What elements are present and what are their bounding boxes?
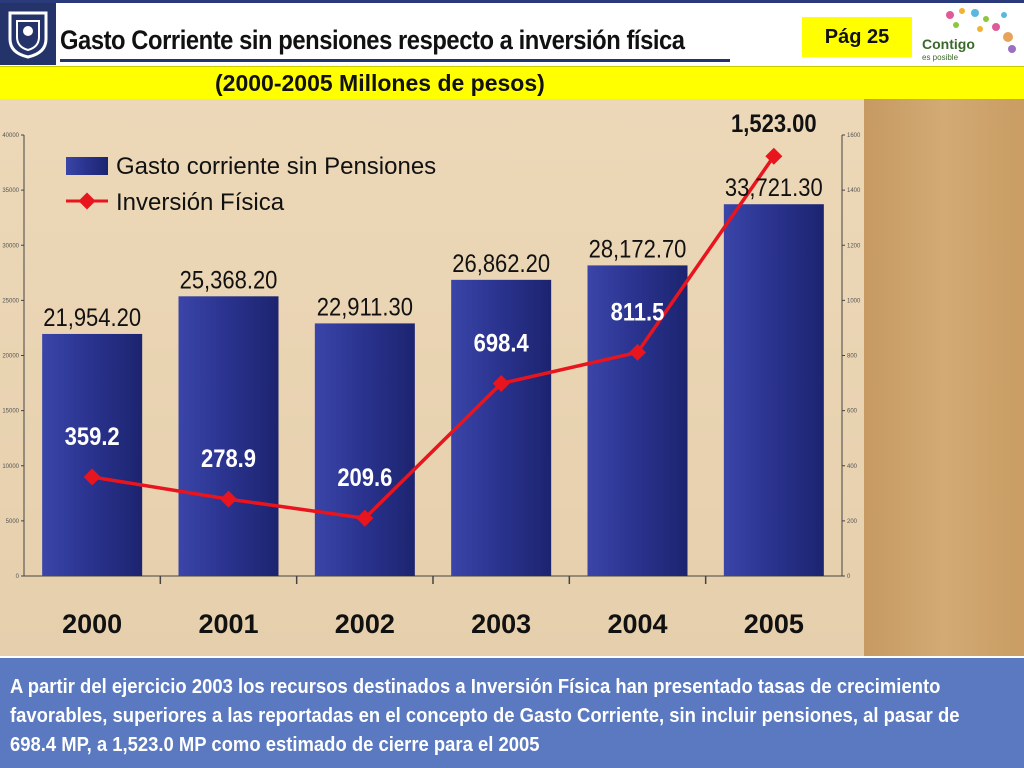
x-category-label: 2005 xyxy=(744,609,804,639)
left-tick-label: 20000 xyxy=(2,354,19,360)
bar-gasto-corriente xyxy=(42,333,143,576)
left-tick-label: 5000 xyxy=(6,519,20,525)
labels-layer: 21,954.20 25,368.20 22,911.30 26,862.20 28,1… xyxy=(43,110,822,492)
line-layer xyxy=(83,147,783,527)
legend-label-inversion: Inversión Física xyxy=(116,189,285,216)
x-category-label: 2000 xyxy=(62,609,122,639)
right-tick-label: 400 xyxy=(847,464,858,470)
bar-value-label: 26,862.20 xyxy=(452,250,550,278)
subtitle-bar: (2000-2005 Millones de pesos) xyxy=(0,66,1024,99)
line-value-label: 1,523.00 xyxy=(731,110,817,138)
bar-gasto-corriente xyxy=(723,204,824,576)
bar-value-label: 25,368.20 xyxy=(180,266,278,294)
left-tick-label: 35000 xyxy=(2,188,19,194)
x-category-label: 2003 xyxy=(471,609,531,639)
bar-value-label: 22,911.30 xyxy=(317,293,413,321)
left-tick-label: 15000 xyxy=(2,409,19,415)
chart-area: 0 5000 10000 15000 20000 25000 30000 35000 40000… xyxy=(0,99,1024,656)
legend-line-marker xyxy=(78,192,96,210)
left-tick-label: 0 xyxy=(16,574,20,580)
line-point-marker xyxy=(220,490,237,508)
bar-gasto-corriente xyxy=(178,296,279,576)
x-category-label: 2001 xyxy=(198,609,258,639)
line-point-marker xyxy=(492,375,510,392)
decorative-side-strip xyxy=(864,99,1024,656)
shield-logo-icon xyxy=(8,11,48,59)
x-category-label: 2004 xyxy=(607,609,667,639)
axes-layer: 0500010000150002000025000300003500040000… xyxy=(2,133,861,639)
line-point-marker xyxy=(765,147,783,165)
header-bar: Gasto Corriente sin pensiones respecto a… xyxy=(0,0,1024,66)
institution-logo xyxy=(0,3,56,65)
bar-gasto-corriente xyxy=(587,265,688,576)
contigo-logo-graphic: Contigo es posible xyxy=(922,8,1016,62)
page-number-label: Pág 25 xyxy=(824,25,890,48)
line-point-marker xyxy=(83,468,101,486)
bar-value-label: 21,954.20 xyxy=(43,304,141,332)
legend-label-gasto: Gasto corriente sin Pensiones xyxy=(116,153,436,180)
chart-subtitle: (2000-2005 Millones de pesos) xyxy=(215,70,545,96)
right-tick-label: 200 xyxy=(847,519,858,525)
bars-layer xyxy=(42,204,824,576)
bar-gasto-corriente xyxy=(314,323,415,576)
line-value-label: 278.9 xyxy=(201,445,256,473)
chart-panel xyxy=(0,99,864,656)
right-tick-label: 0 xyxy=(847,574,851,580)
line-value-label: 359.2 xyxy=(65,423,120,451)
line-value-label: 209.6 xyxy=(337,464,392,492)
line-value-label: 811.5 xyxy=(611,298,665,326)
left-tick-label: 30000 xyxy=(2,243,19,249)
line-inversion-fisica xyxy=(91,155,776,521)
right-tick-label: 1600 xyxy=(847,133,861,139)
line-value-label: 698.4 xyxy=(474,329,529,357)
page-number-badge: Pág 25 xyxy=(802,17,912,57)
right-tick-label: 800 xyxy=(847,354,858,360)
bar-value-label: 33,721.30 xyxy=(725,174,823,202)
note-box: A partir del ejercicio 2003 los recursos… xyxy=(0,658,1024,768)
contigo-logo: Contigo es posible xyxy=(920,3,1024,65)
bar-gasto-corriente xyxy=(451,279,552,576)
chart-legend: Gasto corriente sin Pensiones Inversión … xyxy=(66,153,436,216)
line-point-marker xyxy=(356,509,374,527)
logo-text-es-posible: es posible xyxy=(922,53,959,62)
left-tick-label: 10000 xyxy=(2,464,19,470)
page-title: Gasto Corriente sin pensiones respecto a… xyxy=(60,25,685,55)
right-tick-label: 1400 xyxy=(847,188,861,194)
title-underline xyxy=(60,59,730,62)
right-tick-label: 600 xyxy=(847,409,858,415)
left-tick-label: 25000 xyxy=(2,298,19,304)
right-tick-label: 1000 xyxy=(847,298,861,304)
line-point-marker xyxy=(629,343,646,361)
legend-bar-swatch xyxy=(66,157,108,175)
x-category-label: 2002 xyxy=(335,609,395,639)
note-text: A partir del ejercicio 2003 los recursos… xyxy=(10,675,960,756)
combo-chart: 0500010000150002000025000300003500040000… xyxy=(2,110,861,639)
bar-value-label: 28,172.70 xyxy=(589,235,687,263)
logo-text-contigo: Contigo xyxy=(922,36,975,52)
left-tick-label: 40000 xyxy=(2,133,19,139)
right-tick-label: 1200 xyxy=(847,243,861,249)
